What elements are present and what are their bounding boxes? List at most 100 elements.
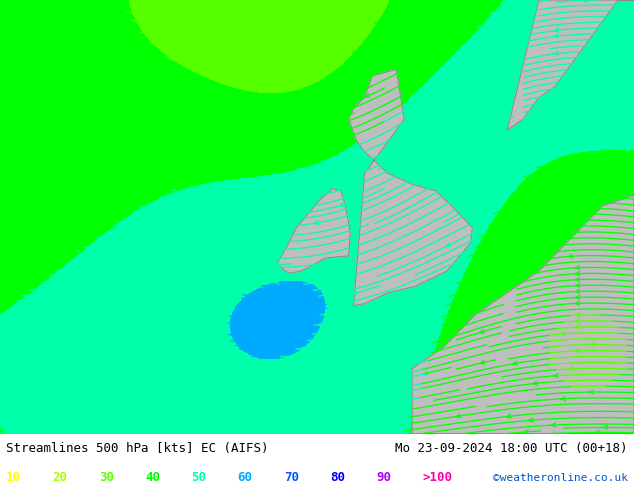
FancyArrowPatch shape: [582, 177, 586, 181]
Text: 30: 30: [99, 471, 114, 484]
FancyArrowPatch shape: [263, 266, 268, 270]
FancyArrowPatch shape: [582, 189, 586, 193]
FancyArrowPatch shape: [520, 23, 525, 26]
FancyArrowPatch shape: [316, 101, 321, 105]
FancyArrowPatch shape: [582, 78, 586, 82]
FancyArrowPatch shape: [210, 112, 216, 116]
FancyArrowPatch shape: [528, 418, 533, 422]
FancyArrowPatch shape: [46, 324, 51, 328]
FancyArrowPatch shape: [25, 386, 30, 390]
FancyArrowPatch shape: [32, 191, 37, 195]
Text: 50: 50: [191, 471, 207, 484]
FancyArrowPatch shape: [575, 319, 579, 323]
FancyArrowPatch shape: [495, 60, 500, 63]
FancyArrowPatch shape: [82, 381, 87, 385]
FancyArrowPatch shape: [319, 417, 324, 421]
FancyArrowPatch shape: [230, 124, 235, 128]
FancyArrowPatch shape: [233, 315, 237, 319]
FancyArrowPatch shape: [275, 47, 280, 51]
FancyArrowPatch shape: [250, 97, 256, 100]
FancyArrowPatch shape: [18, 431, 23, 435]
FancyArrowPatch shape: [575, 301, 579, 305]
FancyArrowPatch shape: [285, 26, 290, 30]
FancyArrowPatch shape: [575, 295, 579, 299]
FancyArrowPatch shape: [582, 148, 586, 152]
FancyArrowPatch shape: [261, 247, 266, 251]
FancyArrowPatch shape: [321, 364, 327, 368]
FancyArrowPatch shape: [320, 135, 325, 139]
FancyArrowPatch shape: [575, 313, 579, 317]
FancyArrowPatch shape: [582, 130, 586, 134]
FancyArrowPatch shape: [568, 254, 573, 258]
FancyArrowPatch shape: [359, 352, 365, 356]
FancyArrowPatch shape: [554, 232, 559, 236]
Text: 80: 80: [330, 471, 346, 484]
FancyArrowPatch shape: [39, 221, 44, 224]
FancyArrowPatch shape: [278, 40, 283, 44]
FancyArrowPatch shape: [524, 430, 529, 434]
FancyArrowPatch shape: [193, 392, 198, 396]
FancyArrowPatch shape: [145, 222, 150, 226]
FancyArrowPatch shape: [456, 414, 461, 418]
FancyArrowPatch shape: [582, 107, 586, 111]
FancyArrowPatch shape: [182, 176, 187, 180]
FancyArrowPatch shape: [465, 248, 470, 252]
FancyArrowPatch shape: [575, 325, 579, 329]
FancyArrowPatch shape: [259, 167, 264, 171]
Text: 10: 10: [6, 471, 22, 484]
FancyArrowPatch shape: [289, 75, 294, 79]
FancyArrowPatch shape: [58, 173, 63, 177]
FancyArrowPatch shape: [116, 199, 121, 203]
FancyArrowPatch shape: [275, 263, 279, 267]
FancyArrowPatch shape: [32, 133, 36, 137]
FancyArrowPatch shape: [68, 334, 73, 338]
FancyArrowPatch shape: [233, 431, 237, 435]
FancyArrowPatch shape: [124, 260, 129, 264]
FancyArrowPatch shape: [575, 271, 579, 275]
FancyArrowPatch shape: [551, 423, 555, 427]
FancyArrowPatch shape: [297, 0, 301, 3]
FancyArrowPatch shape: [365, 94, 370, 98]
FancyArrowPatch shape: [46, 256, 51, 260]
FancyArrowPatch shape: [582, 218, 586, 222]
FancyArrowPatch shape: [281, 33, 287, 37]
FancyArrowPatch shape: [251, 68, 256, 72]
FancyArrowPatch shape: [554, 34, 559, 38]
FancyArrowPatch shape: [554, 238, 559, 242]
FancyArrowPatch shape: [260, 177, 264, 181]
FancyArrowPatch shape: [561, 332, 566, 336]
FancyArrowPatch shape: [39, 427, 44, 431]
FancyArrowPatch shape: [261, 187, 266, 191]
FancyArrowPatch shape: [533, 381, 538, 385]
FancyArrowPatch shape: [25, 43, 30, 47]
FancyArrowPatch shape: [575, 284, 579, 287]
FancyArrowPatch shape: [554, 244, 559, 247]
FancyArrowPatch shape: [463, 208, 469, 212]
FancyArrowPatch shape: [392, 159, 398, 163]
FancyArrowPatch shape: [65, 152, 70, 156]
FancyArrowPatch shape: [232, 209, 237, 213]
FancyArrowPatch shape: [575, 277, 579, 281]
FancyArrowPatch shape: [236, 426, 241, 429]
FancyArrowPatch shape: [323, 330, 328, 334]
FancyArrowPatch shape: [318, 322, 323, 326]
FancyArrowPatch shape: [25, 196, 30, 199]
FancyArrowPatch shape: [85, 99, 90, 102]
FancyArrowPatch shape: [124, 10, 129, 14]
FancyArrowPatch shape: [104, 431, 109, 435]
FancyArrowPatch shape: [554, 28, 559, 32]
FancyArrowPatch shape: [350, 205, 355, 208]
Text: >100: >100: [423, 471, 453, 484]
FancyArrowPatch shape: [81, 208, 86, 212]
FancyArrowPatch shape: [582, 212, 586, 216]
FancyArrowPatch shape: [582, 84, 586, 88]
FancyArrowPatch shape: [61, 431, 66, 435]
FancyArrowPatch shape: [195, 93, 200, 97]
FancyArrowPatch shape: [255, 340, 259, 344]
FancyArrowPatch shape: [259, 297, 264, 301]
Text: Streamlines 500 hPa [kts] EC (AIFS): Streamlines 500 hPa [kts] EC (AIFS): [6, 442, 269, 455]
FancyArrowPatch shape: [267, 305, 272, 309]
FancyArrowPatch shape: [260, 416, 264, 420]
Polygon shape: [412, 195, 634, 434]
FancyArrowPatch shape: [190, 431, 195, 435]
